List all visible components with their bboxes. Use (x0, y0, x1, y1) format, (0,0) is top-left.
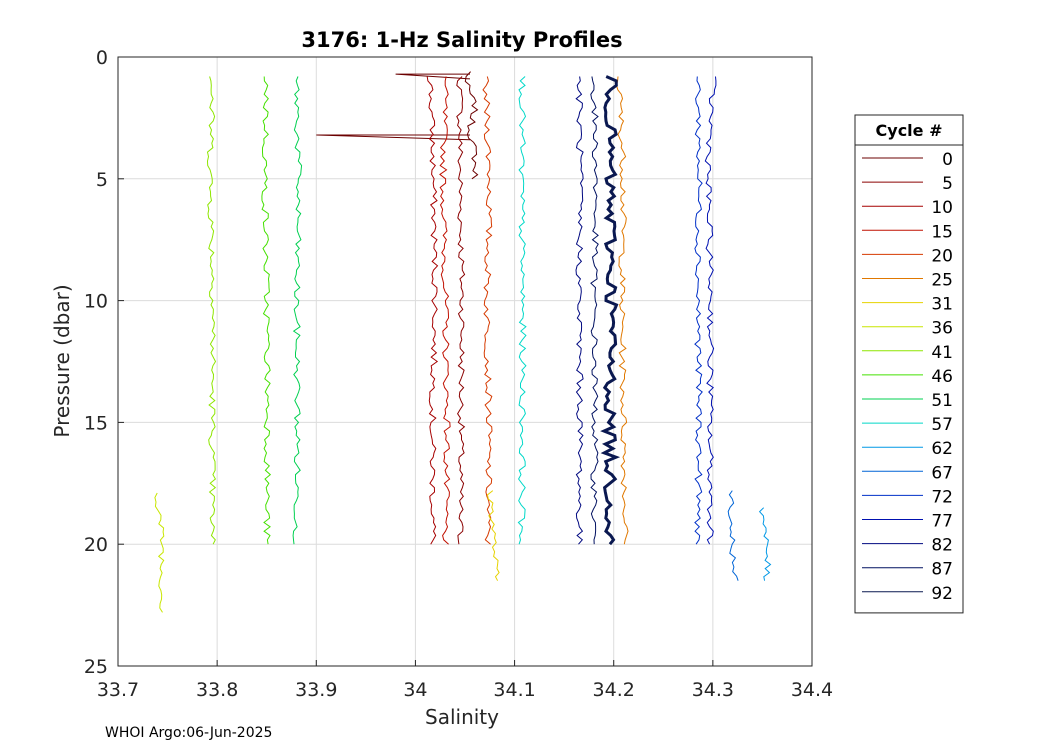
legend-box (854, 114, 964, 614)
y-axis-label: Pressure (dbar) (50, 284, 74, 437)
x-axis-label: Salinity (425, 705, 499, 729)
x-tick-label: 33.8 (196, 679, 238, 701)
legend-label-cycle-87: 87 (931, 560, 953, 580)
y-axis-ticks: 0 5 10 15 20 25 (84, 47, 124, 678)
series-line-cycle-36 (154, 492, 165, 613)
y-tick-label: 10 (84, 291, 108, 313)
legend-label-cycle-20: 20 (931, 246, 953, 266)
legend-label-cycle-77: 77 (931, 512, 953, 532)
plot-background (118, 57, 812, 666)
legend-label-cycle-10: 10 (931, 198, 953, 218)
series-line-cycle-87 (590, 76, 599, 545)
series-line-cycle-5 (456, 76, 466, 545)
series-line-cycle-15 (439, 76, 451, 545)
legend-title: Cycle # (876, 121, 943, 140)
legend-label-cycle-15: 15 (931, 222, 953, 242)
x-tick-label: 34.1 (493, 679, 535, 701)
x-tick-label: 34.4 (791, 679, 833, 701)
series-line-cycle-72 (694, 76, 703, 545)
legend-label-cycle-62: 62 (931, 439, 953, 459)
series-line-cycle-67 (727, 490, 739, 581)
series-line-cycle-77 (704, 76, 717, 545)
footer-credit: WHOI Argo:06-Jun-2025 (105, 725, 273, 741)
y-tick-label: 25 (84, 656, 108, 678)
grid-lines (117, 56, 813, 667)
legend-label-cycle-67: 67 (931, 463, 953, 483)
legend-label-cycle-82: 82 (931, 536, 953, 556)
series-line-cycle-92 (600, 75, 621, 546)
series-line-cycle-25 (615, 76, 629, 545)
legend-label-cycle-31: 31 (931, 295, 953, 315)
series-line-cycle-51 (292, 76, 303, 545)
y-tick-label: 20 (84, 534, 108, 556)
series-line-cycle-41 (206, 76, 217, 545)
series-line-cycle-82 (575, 76, 584, 545)
y-tick-label: 0 (96, 47, 108, 69)
legend-label-cycle-51: 51 (931, 391, 953, 411)
legend-label-cycle-36: 36 (931, 319, 953, 339)
x-tick-label: 34.2 (593, 679, 635, 701)
axes-box (117, 56, 813, 667)
series-line-cycle-10 (426, 76, 439, 545)
legend-label-cycle-25: 25 (931, 271, 953, 291)
legend-label-cycle-46: 46 (931, 367, 953, 387)
chart-title: 3176: 1-Hz Salinity Profiles (301, 28, 622, 52)
legend: Cycle # 0 5 10 15 20 25 31 36 41 46 51 57 62 67 72 77 82 8… (854, 114, 964, 614)
legend-label-cycle-5: 5 (942, 174, 953, 194)
legend-label-cycle-41: 41 (931, 343, 953, 363)
series-line-cycle-46 (261, 76, 272, 545)
legend-label-cycle-72: 72 (931, 487, 953, 507)
series-line-cycle-31 (486, 490, 500, 581)
series-line-cycle-57 (517, 76, 527, 545)
x-axis-ticks: 33.7 33.8 33.9 34 34.1 34.2 34.3 34.4 (97, 660, 833, 701)
series-line-cycle-20 (482, 76, 493, 545)
plot-series (154, 71, 772, 613)
legend-label-cycle-0: 0 (942, 150, 953, 170)
x-tick-label: 34.3 (692, 679, 734, 701)
legend-label-cycle-92: 92 (931, 584, 953, 604)
y-tick-label: 5 (96, 169, 108, 191)
y-tick-label: 15 (84, 412, 108, 434)
series-line-cycle-0 (316, 71, 479, 180)
legend-label-cycle-57: 57 (931, 415, 953, 435)
x-tick-label: 33.9 (295, 679, 337, 701)
series-line-cycle-62 (758, 507, 772, 581)
x-tick-label: 34 (403, 679, 427, 701)
x-tick-label: 33.7 (97, 679, 139, 701)
